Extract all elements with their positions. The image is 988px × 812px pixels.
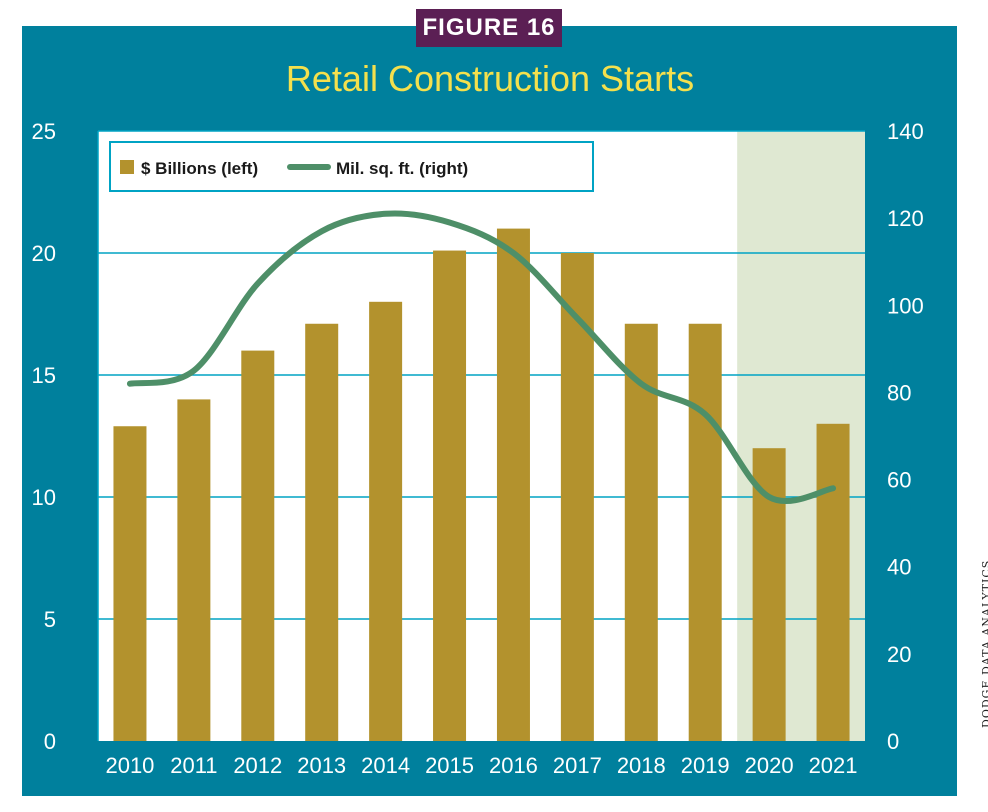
line-point [257, 283, 259, 284]
y-right-tick-label: 140 [887, 119, 924, 144]
line-point [832, 487, 834, 489]
x-tick-label: 2020 [745, 753, 794, 778]
y-right-tick-label: 20 [887, 642, 911, 667]
x-tick-label: 2019 [681, 753, 730, 778]
bar [688, 323, 722, 741]
legend-box [109, 141, 594, 192]
x-tick-label: 2021 [809, 753, 858, 778]
bar [752, 448, 786, 741]
y-right-tick-label: 100 [887, 293, 924, 318]
line-point [449, 222, 451, 223]
y-left-tick-label: 0 [44, 729, 56, 754]
x-tick-label: 2017 [553, 753, 602, 778]
x-tick-label: 2012 [233, 753, 282, 778]
legend: $ Billions (left) Mil. sq. ft. (right) [109, 141, 594, 192]
y-left-tick-label: 10 [32, 485, 56, 510]
bar [113, 426, 147, 741]
bar [241, 350, 275, 741]
figure-label: FIGURE 16 [416, 9, 562, 47]
legend-bar-label: $ Billions (left) [141, 159, 258, 178]
bar [816, 423, 850, 741]
axes: 0 5 10 15 20 25 0 20 40 60 80 100 120 140 2010 2011 2012… [32, 119, 924, 778]
line-series [126, 210, 837, 505]
y-left-tick-label: 25 [32, 119, 56, 144]
line-point [512, 252, 514, 254]
line-point [385, 213, 387, 215]
line-series-path [126, 210, 837, 505]
y-left-tick-label: 5 [44, 607, 56, 632]
bar-series [113, 228, 850, 742]
bar [560, 253, 594, 741]
line-point [576, 317, 578, 319]
x-tick-label: 2018 [617, 753, 666, 778]
y-right-tick-label: 0 [887, 729, 899, 754]
gridlines [98, 130, 865, 620]
x-tick-label: 2013 [297, 753, 346, 778]
bar [496, 228, 530, 742]
x-tick-label: 2014 [361, 753, 410, 778]
x-tick-label: 2015 [425, 753, 474, 778]
y-right-tick-label: 60 [887, 468, 911, 493]
y-right-tick-label: 120 [887, 206, 924, 231]
legend-line-label: Mil. sq. ft. (right) [336, 159, 468, 178]
line-point [768, 496, 770, 498]
source-credit: DODGE DATA ANALYTICS [980, 559, 988, 728]
line-point [129, 383, 131, 385]
line-point [704, 413, 706, 415]
legend-bar-swatch [120, 160, 134, 174]
bar [177, 399, 211, 741]
y-right-tick-label: 80 [887, 380, 911, 405]
x-tick-label: 2011 [170, 753, 217, 778]
line-point [640, 383, 642, 385]
y-left-tick-label: 15 [32, 363, 56, 388]
bar [433, 250, 467, 741]
bar [369, 301, 403, 741]
x-tick-label: 2016 [489, 753, 538, 778]
line-point [321, 230, 323, 232]
chart-title: Retail Construction Starts [285, 58, 695, 99]
y-right-tick-label: 40 [887, 555, 911, 580]
y-left-tick-label: 20 [32, 241, 56, 266]
line-point [193, 370, 195, 372]
bar [305, 323, 339, 741]
x-tick-label: 2010 [105, 753, 154, 778]
